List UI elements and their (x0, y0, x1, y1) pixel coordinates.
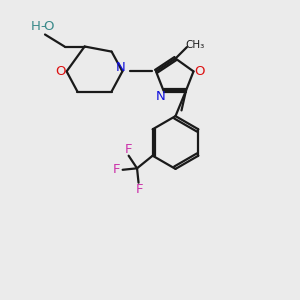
Text: O: O (55, 65, 65, 78)
Text: N: N (156, 90, 165, 103)
Text: H: H (31, 20, 41, 34)
Text: F: F (135, 183, 143, 196)
Text: -: - (40, 20, 45, 34)
Text: CH₃: CH₃ (186, 40, 205, 50)
Text: F: F (124, 143, 132, 156)
Text: O: O (194, 65, 205, 78)
Text: N: N (116, 61, 126, 74)
Text: O: O (43, 20, 53, 34)
Text: F: F (112, 163, 120, 176)
